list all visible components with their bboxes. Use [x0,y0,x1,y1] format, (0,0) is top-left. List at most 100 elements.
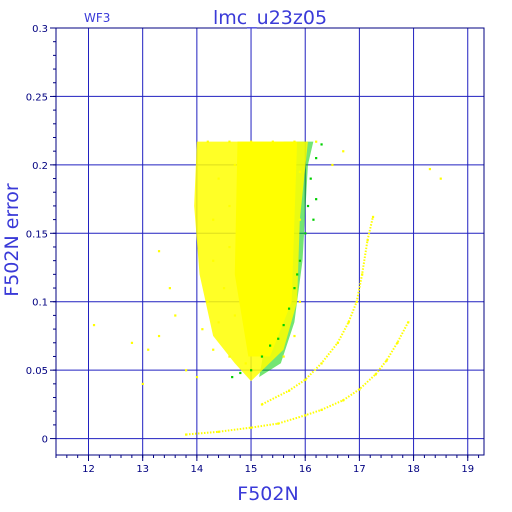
data-point [168,287,171,290]
data-point [206,300,209,303]
flagged-point [277,337,280,340]
flagged-point [287,307,291,310]
x-tick-label: 14 [190,464,203,475]
data-point [315,140,318,143]
y-tick-label: 0.25 [26,92,48,103]
data-point [298,300,301,303]
data-point [141,382,144,386]
dense-point-region [194,141,314,382]
data-point [282,245,285,249]
data-point [371,215,375,219]
data-point [374,373,377,376]
data-point [244,191,247,194]
y-tick-label: 0.15 [26,229,48,240]
data-point [185,369,188,372]
data-point [385,359,388,362]
x-tick-label: 15 [245,464,258,475]
data-point [366,239,369,242]
data-point [244,362,247,365]
upper-sequence [261,216,374,406]
chart-title: lmc_u23z05 [213,7,327,29]
data-point [250,321,253,324]
plot-frame [55,27,485,456]
data-point [228,140,231,143]
data-point [287,204,291,208]
x-tick-label: 13 [136,464,149,475]
flagged-point [293,287,296,290]
y-tick-label: 0.3 [32,24,48,35]
data-point [342,150,345,153]
data-point [217,430,220,433]
x-tick-label: 12 [82,464,95,475]
data-point [201,328,204,331]
flagged-point [250,369,253,372]
data-point [271,328,274,331]
data-point [271,140,274,143]
data-point [217,321,220,324]
flagged-point [231,375,234,379]
data-point [277,422,280,425]
data-point [212,218,215,221]
data-point [255,280,258,283]
flagged-point [309,177,312,180]
data-point [233,314,236,317]
data-point [298,218,301,221]
data-point [250,426,253,429]
data-point [92,323,96,327]
data-point [195,375,199,379]
data-point [347,321,350,324]
data-point [439,177,442,180]
y-tick-label: 0.05 [26,366,48,377]
data-point [157,250,161,253]
data-point [260,348,264,351]
data-point [396,341,399,344]
data-point [298,170,301,173]
y-tick-label: 0 [42,435,48,446]
data-point [228,355,231,358]
data-point [212,348,215,351]
flagged-point [312,218,315,221]
data-point [228,245,231,249]
data-point [228,204,231,208]
flagged-point [269,344,272,347]
x-tick-label: 18 [407,464,420,475]
data-point [342,399,345,402]
ticks: 12 13 14 15 16 17 18 19 0 0.05 0.1 0.15 0.2 0.25 0.3 [26,24,480,475]
flagged-point [306,204,310,208]
data-point [277,157,280,160]
flagged-point [320,143,323,146]
panel-label: WF3 [84,11,110,25]
data-point [147,348,150,351]
data-point [293,140,296,143]
y-tick-label: 0.2 [32,161,48,172]
data-point [217,177,220,180]
flagged-point [260,355,264,358]
lower-sequence [185,321,410,436]
y-axis-title: F502N error [1,183,23,297]
data-point [428,167,432,171]
x-tick-label: 16 [299,464,312,475]
data-point [277,287,280,290]
data-point [331,163,334,167]
data-point [255,150,258,153]
flagged-point [239,371,242,375]
x-axis-title: F502N [237,483,298,505]
x-tick-label: 17 [353,464,366,475]
data-point [244,232,247,235]
flagged-point [282,323,285,327]
data-point [157,334,161,338]
data-point [266,198,269,201]
data-point [293,334,296,338]
data-point [358,388,361,391]
data-point [282,355,285,358]
data-point [260,239,264,242]
flagged-point [315,157,318,160]
data-point [206,140,209,143]
data-point [239,273,242,276]
data-points [92,140,442,436]
x-tick-label: 19 [461,464,474,475]
main-cloud-core [234,141,298,357]
data-point [304,378,307,381]
flagged-point [315,198,318,201]
